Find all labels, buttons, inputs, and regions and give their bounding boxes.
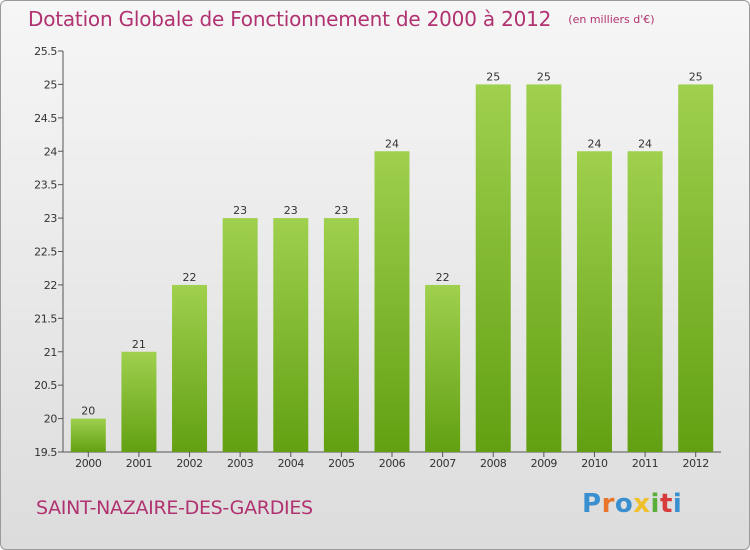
x-tick-label: 2010 [581,457,608,470]
bar [70,418,106,452]
data-labels: 20 21 22 23 23 23 24 22 25 25 24 24 25 [81,70,702,417]
y-tick-label: 21 [44,346,57,359]
bar [172,284,208,452]
unit-note: (en milliers d'€) [568,13,655,26]
bar [121,351,157,452]
bar [475,84,511,453]
x-tick-label: 2003 [227,457,254,470]
bar [222,218,258,452]
bar-value-label: 20 [81,405,95,418]
bar-value-label: 24 [638,137,652,150]
y-tick-label: 21.5 [34,312,57,325]
bar [425,284,461,452]
bar [374,151,410,452]
x-tick-label: 2008 [480,457,507,470]
logo-letter: t [659,489,673,519]
bar-value-label: 23 [233,204,247,217]
x-tick-label: 2009 [531,457,558,470]
y-tick-label: 25.5 [34,45,57,58]
x-tick-label: 2001 [126,457,152,470]
proxiti-logo[interactable]: Proxiti [582,489,682,519]
bar [678,84,714,453]
bar-value-label: 25 [537,70,551,83]
x-tick-label: 2012 [682,457,708,470]
bar-value-label: 23 [284,204,298,217]
bar-value-label: 24 [587,137,601,150]
bar-value-label: 22 [436,271,450,284]
bar-value-label: 23 [334,204,348,217]
bar [627,151,663,452]
bar-value-label: 24 [385,137,399,150]
x-tick-label: 2006 [379,457,406,470]
y-tick-label: 22.5 [34,246,57,259]
logo-letter: r [601,489,615,519]
y-tick-label: 23 [44,212,58,225]
logo-letter: o [614,489,634,519]
commune-name: SAINT-NAZAIRE-DES-GARDIES [36,497,313,519]
bar-value-label: 25 [689,70,703,83]
bar-value-label: 22 [183,271,197,284]
y-tick-label: 24.5 [34,112,57,125]
logo-letter: x [633,489,651,519]
bar-value-label: 25 [486,70,500,83]
bar [323,218,359,452]
axes: 19.5 20 20.5 21 21.5 22 22.5 23 23.5 24 24.5 25 25.5… [34,45,721,470]
x-tick-label: 2005 [328,457,355,470]
y-tick-label: 20.5 [34,379,57,392]
bars [70,84,714,453]
logo-letter: P [582,489,602,519]
bar [576,151,612,452]
y-tick-label: 24 [44,145,58,158]
bar [273,218,309,452]
y-tick-label: 20 [44,413,58,426]
x-tick-label: 2000 [75,457,102,470]
y-tick-label: 23.5 [34,179,57,192]
y-tick-label: 22 [44,279,57,292]
bar [526,84,562,453]
x-tick-label: 2011 [632,457,658,470]
title-row: Dotation Globale de Fonctionnement de 20… [28,7,655,31]
x-tick-label: 2004 [278,457,305,470]
bar-value-label: 21 [132,338,146,351]
y-tick-label: 19.5 [34,446,57,459]
chart-title: Dotation Globale de Fonctionnement de 20… [28,7,552,31]
y-tick-label: 25 [44,78,58,91]
logo-letter: i [650,489,660,519]
logo-letter: i [672,489,683,519]
x-tick-label: 2002 [176,457,202,470]
x-tick-label: 2007 [429,457,456,470]
